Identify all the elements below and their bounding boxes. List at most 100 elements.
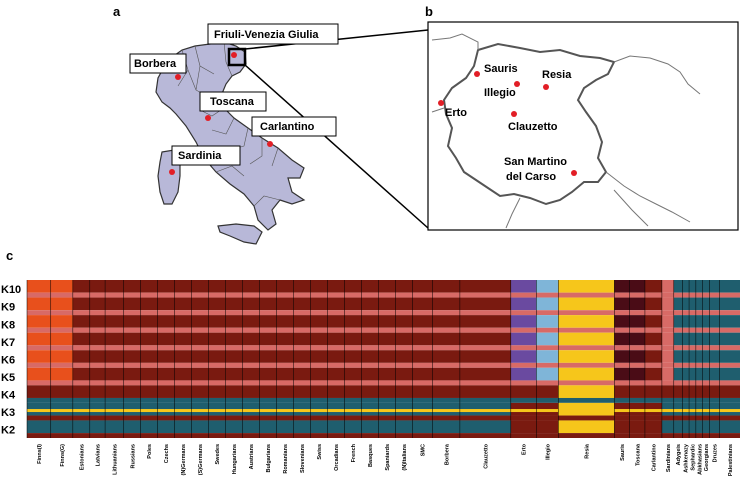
pop-label-22: SMC xyxy=(421,444,427,456)
admix-sub-K6-24 xyxy=(459,362,512,368)
admix-sub-K3-26 xyxy=(536,415,559,421)
admix-sub-K6-14 xyxy=(276,362,294,368)
admix-block-K4-16 xyxy=(310,385,328,398)
admix-block-K2-37 xyxy=(709,420,720,434)
admix-block-K6-19 xyxy=(361,350,379,363)
admix-block-K7-12 xyxy=(242,332,260,346)
admix-sub-K9-11 xyxy=(225,310,243,316)
admix-block-K5-23 xyxy=(432,367,461,381)
admix-block-K5-19 xyxy=(361,367,379,381)
admix-block-K2-25 xyxy=(510,420,537,434)
admix-sub-K2-9 xyxy=(191,433,209,438)
admix-sub-K5-20 xyxy=(378,380,396,386)
admix-sub-K2-1 xyxy=(50,433,74,438)
admix-sub-K2-8 xyxy=(174,433,192,438)
admix-block-K8-34 xyxy=(689,315,697,328)
admix-block-K10-33 xyxy=(682,280,690,293)
admix-block-K6-10 xyxy=(208,350,226,363)
admix-sub-K8-10 xyxy=(208,327,226,333)
map-point-carlantino xyxy=(267,141,273,147)
admix-sub-K10-19 xyxy=(361,292,379,298)
friuli-inset: Sauris Resia Illegio Erto Clauzetto San … xyxy=(427,21,739,231)
admix-block-K6-16 xyxy=(310,350,328,363)
admix-sub-K10-20 xyxy=(378,292,396,298)
admix-sub-K10-6 xyxy=(140,292,159,298)
admix-sub-K10-33 xyxy=(682,292,690,298)
admix-block-K2-31 xyxy=(661,420,675,434)
admix-sub-K2-3 xyxy=(89,433,106,438)
pop-label-18: French xyxy=(351,443,357,462)
admix-block-K2-8 xyxy=(174,420,192,434)
admix-block-K7-17 xyxy=(327,332,345,346)
admix-block-K10-21 xyxy=(395,280,413,293)
admix-block-K8-36 xyxy=(702,315,710,328)
admix-block-K4-36 xyxy=(702,385,710,398)
admix-block-K6-24 xyxy=(459,350,512,363)
admix-block-K6-31 xyxy=(661,350,675,363)
admix-block-K8-12 xyxy=(242,315,260,328)
admix-block-K5-3 xyxy=(89,367,106,381)
admix-block-K6-1 xyxy=(50,350,74,363)
admix-block-K10-36 xyxy=(702,280,710,293)
admix-block-K7-10 xyxy=(208,332,226,346)
admix-block-K6-2 xyxy=(72,350,91,363)
admix-sub-K7-38 xyxy=(719,345,740,351)
admix-block-K4-35 xyxy=(695,385,703,398)
admix-block-K6-35 xyxy=(695,350,703,363)
label-toscana-text: Toscana xyxy=(210,96,255,108)
admix-block-K7-32 xyxy=(673,332,683,346)
admix-block-K6-36 xyxy=(702,350,710,363)
admix-sub-K4-24 xyxy=(459,397,512,403)
sicily xyxy=(217,223,263,245)
town-point-san-martino xyxy=(571,170,577,176)
admix-block-K6-27 xyxy=(558,350,615,363)
admix-sub-K9-17 xyxy=(327,310,345,316)
admix-sub-K10-22 xyxy=(412,292,434,298)
admix-sub-K5-0 xyxy=(27,380,52,386)
k-label-K7: K7 xyxy=(1,337,15,349)
admix-sub-K6-12 xyxy=(242,362,260,368)
admix-sub-K3-12 xyxy=(242,415,260,421)
admix-block-K2-27 xyxy=(558,420,615,434)
admix-sub-K3-11 xyxy=(225,415,243,421)
admix-block-K9-26 xyxy=(536,297,559,311)
admix-block-K9-24 xyxy=(459,297,512,311)
pop-label-7: Czechs xyxy=(164,444,170,463)
admix-sub-K8-16 xyxy=(310,327,328,333)
admix-sub-K3-10 xyxy=(208,415,226,421)
admix-sub-K8-8 xyxy=(174,327,192,333)
admix-block-K5-17 xyxy=(327,367,345,381)
admix-block-K7-19 xyxy=(361,332,379,346)
admix-block-K9-5 xyxy=(123,297,142,311)
pop-label-34: Sephardic xyxy=(690,444,696,471)
admix-block-K4-9 xyxy=(191,385,209,398)
town-point-illegio xyxy=(514,81,520,87)
admix-block-K6-18 xyxy=(344,350,362,363)
admix-sub-K4-38 xyxy=(719,397,740,403)
admix-sub-K9-36 xyxy=(702,310,710,316)
admix-block-K9-33 xyxy=(682,297,690,311)
admix-sub-K6-0 xyxy=(27,362,52,368)
admix-sub-K2-16 xyxy=(310,433,328,438)
admix-block-K10-22 xyxy=(412,280,434,293)
admix-sub-K10-34 xyxy=(689,292,697,298)
panel-letter-c: c xyxy=(6,248,13,263)
admix-sub-K3-3 xyxy=(89,415,106,421)
admix-sub-K8-13 xyxy=(259,327,277,333)
admix-sub-K10-24 xyxy=(459,292,512,298)
admix-sub-K7-3 xyxy=(89,345,106,351)
admix-block-K6-37 xyxy=(709,350,720,363)
admix-sub-K3-4 xyxy=(105,415,125,421)
pop-label-17: Orcadians xyxy=(334,444,340,471)
admix-block-K4-0 xyxy=(27,385,52,398)
admix-sub-K6-5 xyxy=(123,362,142,368)
admix-sub-K7-12 xyxy=(242,345,260,351)
pop-label-29: Toscana xyxy=(635,443,641,466)
admix-sub-K6-36 xyxy=(702,362,710,368)
admix-block-K10-23 xyxy=(432,280,461,293)
admix-sub-K8-4 xyxy=(105,327,125,333)
admix-sub-K3-18 xyxy=(344,415,362,421)
admix-sub-K10-10 xyxy=(208,292,226,298)
admix-sub-K4-37 xyxy=(709,397,720,403)
pop-label-32: Adygeis xyxy=(676,444,682,465)
